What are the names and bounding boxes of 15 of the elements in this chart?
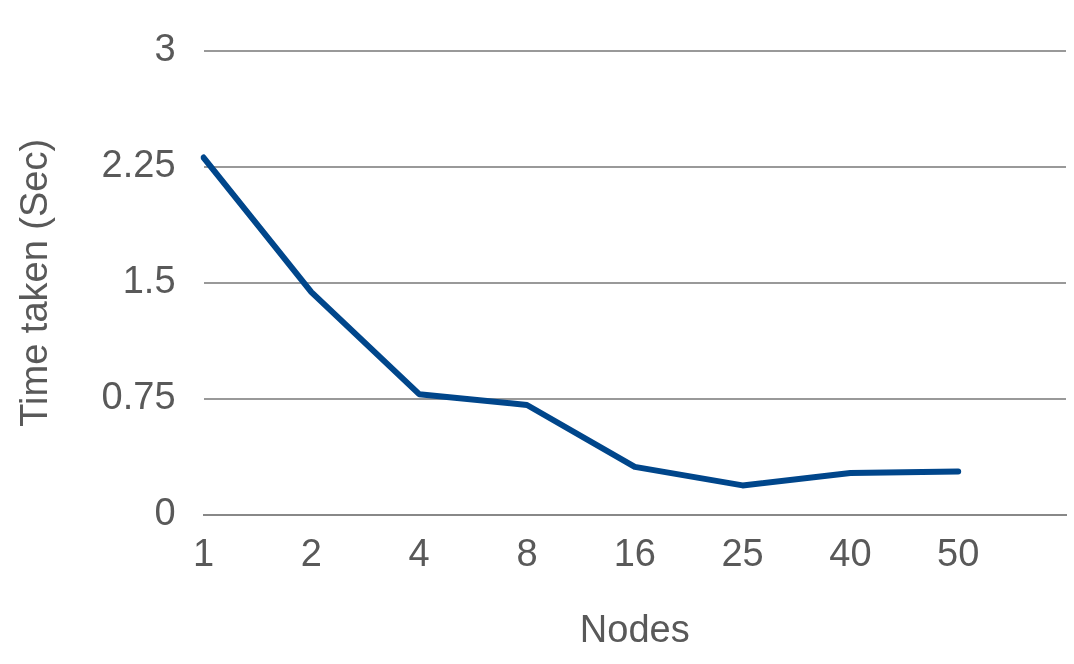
x-tick-label: 40 xyxy=(829,532,872,575)
y-tick-label: 0 xyxy=(154,491,176,534)
y-tick-label: 0.75 xyxy=(101,375,176,418)
x-tick-label: 1 xyxy=(192,532,215,575)
y-tick-label: 1.5 xyxy=(122,259,176,302)
y-tick-label: 3 xyxy=(154,27,176,70)
y-tick-label: 2.25 xyxy=(101,143,176,186)
x-tick-label: 50 xyxy=(937,532,980,575)
x-tick-label: 16 xyxy=(613,532,656,575)
x-tick-label: 8 xyxy=(516,532,538,575)
x-tick-label: 2 xyxy=(300,532,322,575)
y-axis-title: Time taken (Sec) xyxy=(13,138,56,427)
x-axis-title: Nodes xyxy=(579,607,690,650)
x-tick-label: 4 xyxy=(408,532,430,575)
x-tick-label: 25 xyxy=(721,532,764,575)
